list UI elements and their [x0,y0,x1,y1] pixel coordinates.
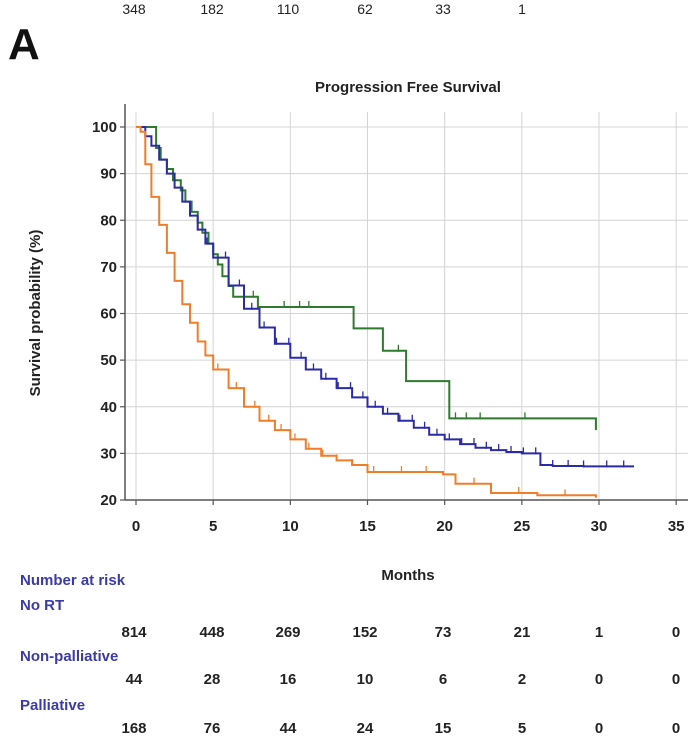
risk-table: Number at risk No RT Non-palliative Pall… [20,572,680,737]
risk-count: 0 [595,671,603,688]
y-tick-label: 90 [100,166,117,183]
risk-count: 814 [121,624,147,641]
y-tick-label: 50 [100,352,117,369]
risk-count: 0 [595,720,603,737]
y-tick-label: 70 [100,259,117,276]
risk-count: 15 [435,720,452,737]
y-tick-label: 40 [100,399,117,416]
risk-count: 269 [275,624,300,641]
risk-group-label-no-rt: No RT [20,597,64,614]
x-tick-label: 10 [282,518,299,535]
risk-count: 44 [126,671,143,688]
top-number: 1 [518,1,526,17]
top-number: 348 [122,1,146,17]
risk-table-title: Number at risk [20,572,126,589]
risk-count: 0 [672,624,680,641]
axes [124,104,688,501]
top-number-row: 348 182 110 62 33 1 [122,1,526,17]
survival-curve-no_rt [136,126,634,468]
x-tick-labels: 0 5 10 15 20 25 30 35 [132,500,685,535]
y-tick-label: 60 [100,306,117,323]
risk-count: 6 [439,671,447,688]
series-no_rt [136,126,634,468]
risk-count: 76 [204,720,221,737]
top-number: 33 [435,1,451,17]
risk-group-label-non-palliative: Non-palliative [20,648,118,665]
x-tick-label: 25 [513,518,530,535]
chart-title: Progression Free Survival [315,79,501,96]
x-tick-label: 5 [209,518,217,535]
survival-curves [136,126,634,498]
survival-curve-palliative [136,126,597,498]
risk-count: 0 [672,720,680,737]
x-tick-label: 0 [132,518,140,535]
risk-count: 5 [518,720,526,737]
x-tick-label: 35 [668,518,685,535]
risk-count: 73 [435,624,452,641]
risk-count: 10 [357,671,374,688]
panel-letter: A [8,20,40,69]
risk-count: 16 [280,671,297,688]
survival-curve-non_palliative [136,126,597,431]
risk-count: 21 [514,624,531,641]
y-tick-label: 20 [100,492,117,509]
risk-count: 24 [357,720,374,737]
risk-count: 1 [595,624,603,641]
risk-count: 152 [352,624,377,641]
top-number: 182 [200,1,224,17]
y-axis-label: Survival probability (%) [27,230,44,397]
risk-count: 28 [204,671,221,688]
risk-count: 448 [199,624,224,641]
series-palliative [136,126,597,498]
x-tick-label: 30 [591,518,608,535]
risk-count: 2 [518,671,526,688]
risk-count: 44 [280,720,297,737]
risk-count: 168 [121,720,146,737]
risk-group-label-palliative: Palliative [20,697,85,714]
y-tick-label: 30 [100,445,117,462]
x-tick-label: 15 [359,518,376,535]
series-non_palliative [136,126,597,431]
x-tick-label: 20 [436,518,453,535]
y-tick-labels: 20 30 40 50 60 70 80 90 100 [92,119,125,509]
risk-count: 0 [672,671,680,688]
grid-lines [125,112,688,501]
y-tick-label: 80 [100,212,117,229]
x-axis-label: Months [381,567,434,584]
top-number: 62 [357,1,373,17]
top-number: 110 [277,1,300,17]
y-tick-label: 100 [92,119,117,136]
